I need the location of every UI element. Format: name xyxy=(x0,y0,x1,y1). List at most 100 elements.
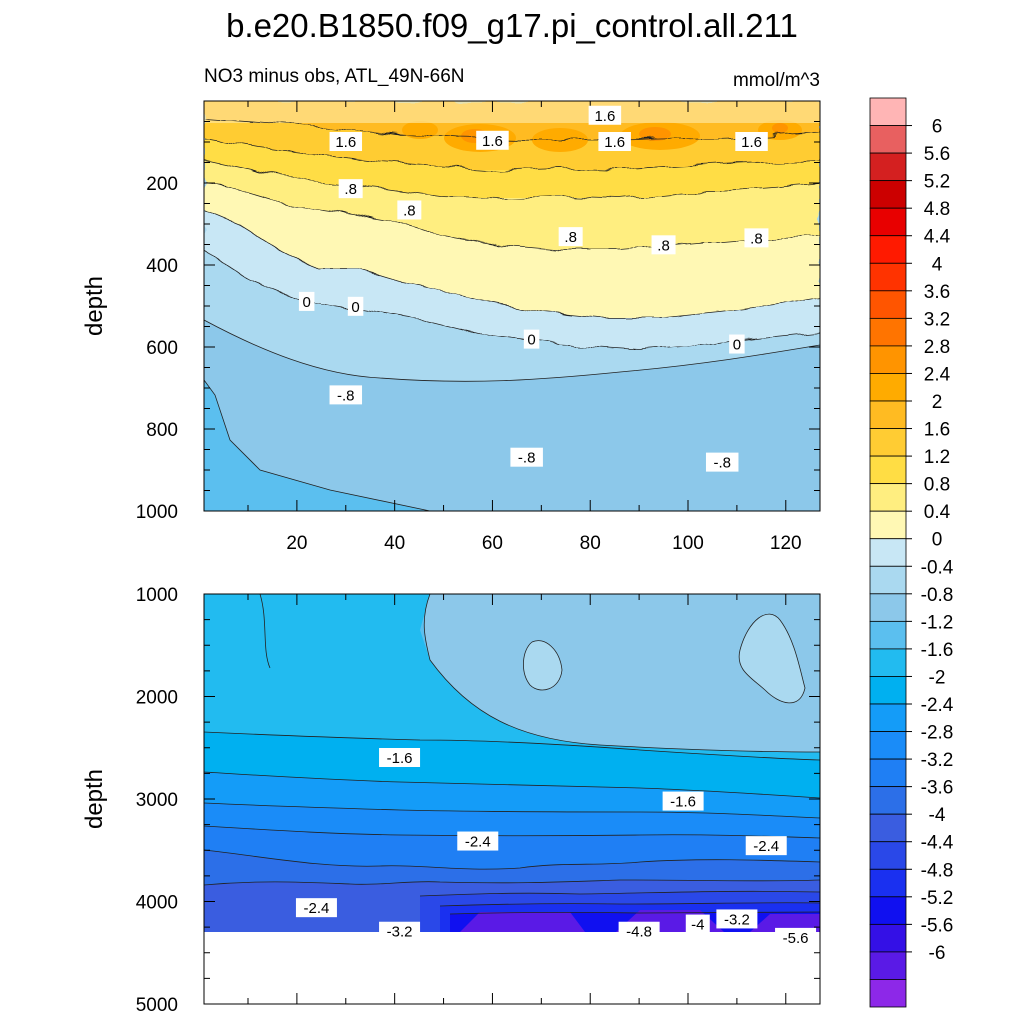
colorbar-label: -6 xyxy=(929,943,946,964)
upper-contour-label-bg xyxy=(558,227,583,247)
colorbar-box xyxy=(869,758,907,788)
colorbar-label: -1.6 xyxy=(921,640,954,661)
colorbar-label: 5.6 xyxy=(924,144,950,165)
lower-band-minus-1-2 xyxy=(424,594,820,752)
upper-contour-label-bg xyxy=(338,179,363,199)
upper-y-tick-label: 800 xyxy=(146,420,178,441)
colorbar-label: 0 xyxy=(932,530,943,551)
colorbar-label: -0.8 xyxy=(921,585,954,606)
upper-contour-label: 1.6 xyxy=(604,134,625,151)
colorbar-box xyxy=(869,317,907,347)
chart-subtitle-left: NO3 minus obs, ATL_49N-66N xyxy=(204,66,465,87)
upper-contour-lines-deep xyxy=(204,319,820,511)
colorbar-box xyxy=(869,565,907,595)
upper-y-ticks: 200 400 600 800 1000 xyxy=(136,100,820,523)
lower-y-tick-label: 1000 xyxy=(136,585,178,606)
upper-contour-label: 1.6 xyxy=(335,134,356,151)
upper-contour-label: .8 xyxy=(750,230,763,247)
upper-contour-label-bg xyxy=(397,200,422,220)
lower-contour-label-bg xyxy=(685,914,710,934)
colorbar-box xyxy=(869,648,907,677)
upper-y-tick-label: 1000 xyxy=(136,502,178,523)
colorbar-label: 3.2 xyxy=(924,309,950,330)
upper-x-ticks: 20 40 60 80 100 120 xyxy=(247,101,802,554)
upper-x-tick-label: 60 xyxy=(482,533,503,554)
lower-missing-data xyxy=(204,932,820,1004)
colorbar-box xyxy=(869,923,907,953)
colorbar-box xyxy=(869,290,907,319)
upper-contour-label: 1.6 xyxy=(482,133,503,150)
upper-contour-label: 0 xyxy=(302,294,310,311)
lower-contour-label: -1.6 xyxy=(387,750,413,767)
colorbar-label: -5.6 xyxy=(921,915,954,936)
chart-units: mmol/m^3 xyxy=(733,70,820,91)
upper-contour-label: 0 xyxy=(733,337,741,354)
colorbar-box xyxy=(869,786,907,815)
colorbar-label: 2 xyxy=(932,392,943,413)
colorbar-box xyxy=(869,455,907,485)
lower-contour-label-bg xyxy=(295,898,337,918)
lower-contour-label-bg xyxy=(662,791,704,811)
upper-x-tick-label: 100 xyxy=(672,533,704,554)
colorbar-label: 4.4 xyxy=(924,227,951,248)
upper-panel: 20 40 60 80 100 120 200 400 600 800 1000 depth 1.… xyxy=(81,100,821,554)
lower-contour-label: -5.6 xyxy=(783,930,809,947)
lower-contour-label-bg xyxy=(618,921,660,941)
colorbar-boxes xyxy=(869,97,907,1008)
colorbar-box xyxy=(869,262,907,292)
lower-band-minus-0-8-island-b xyxy=(739,614,805,703)
upper-contour-label: 0 xyxy=(527,332,535,349)
colorbar-box xyxy=(869,483,907,512)
colorbar-box xyxy=(869,125,907,154)
upper-contour-labels: 1.6 1.6 1.6 1.6 1.6 .8 .8 .8 .8 .8 0 0 0 0 -.8 -.8 -.8 xyxy=(298,105,769,472)
upper-contour-label: .8 xyxy=(344,181,357,198)
lower-contour-label-bg xyxy=(379,748,421,767)
chart-title: b.e20.B1850.f09_g17.pi_control.all.211 xyxy=(226,7,798,44)
colorbar-box xyxy=(869,979,907,1008)
colorbar-labels: 6 5.6 5.2 4.8 4.4 4 3.6 3.2 2.8 2.4 2 1.6 1.2 0.8 0.4 0… xyxy=(906,117,954,964)
upper-contour-label-bg xyxy=(729,334,745,354)
colorbar-label: 0.4 xyxy=(924,502,951,523)
lower-contour-label: -3.2 xyxy=(724,911,750,928)
colorbar: 6 5.6 5.2 4.8 4.4 4 3.6 3.2 2.8 2.4 2 1.6 1.2 0.8 0.4 0… xyxy=(869,97,954,1008)
lower-contour-label: -2.4 xyxy=(304,900,330,917)
upper-y-tick-label: 400 xyxy=(146,256,178,277)
lower-y-tick-label: 3000 xyxy=(136,790,178,811)
upper-contour-label-bg xyxy=(298,291,315,311)
upper-contour-label: 0 xyxy=(351,299,359,316)
colorbar-box xyxy=(869,841,907,870)
lower-contour-fill xyxy=(204,594,820,1004)
lower-contour-label: -3.2 xyxy=(387,924,413,941)
lower-contour-label-bg xyxy=(716,909,758,929)
upper-contour-label: .8 xyxy=(403,202,416,219)
colorbar-label: -3.2 xyxy=(921,750,954,771)
colorbar-box xyxy=(869,400,907,429)
upper-contour-label-bg xyxy=(735,132,768,151)
colorbar-box xyxy=(869,731,907,760)
colorbar-label: -4 xyxy=(929,805,946,826)
colorbar-box xyxy=(869,538,907,567)
upper-contour-label-bg xyxy=(588,105,622,125)
upper-contour-label: 1.6 xyxy=(741,134,762,151)
upper-contour-label-bg xyxy=(476,130,509,150)
upper-contour-label-bg xyxy=(329,132,363,151)
upper-contour-label-bg xyxy=(523,329,540,349)
colorbar-label: 2.4 xyxy=(924,364,951,385)
upper-contour-label: -.8 xyxy=(713,455,731,472)
colorbar-label: -5.2 xyxy=(921,888,954,909)
lower-y-tick-label: 5000 xyxy=(136,995,178,1016)
colorbar-box xyxy=(869,152,907,182)
upper-contour-label-bg xyxy=(651,235,676,255)
colorbar-label: -2.8 xyxy=(921,723,954,744)
lower-contour-label: -4.8 xyxy=(626,924,652,941)
colorbar-box xyxy=(869,896,907,925)
upper-contour-label-bg xyxy=(347,296,364,316)
lower-contour-labels: -1.6 -1.6 -2.4 -2.4 -2.4 -3.2 -4.8 -4 -3.2 -5.6 xyxy=(295,748,817,947)
lower-contour-lines xyxy=(204,594,820,915)
colorbar-label: -4.4 xyxy=(921,833,954,854)
colorbar-label: 4.8 xyxy=(924,199,950,220)
colorbar-box xyxy=(869,593,907,622)
colorbar-label: 0.8 xyxy=(924,475,950,496)
colorbar-box xyxy=(869,813,907,843)
